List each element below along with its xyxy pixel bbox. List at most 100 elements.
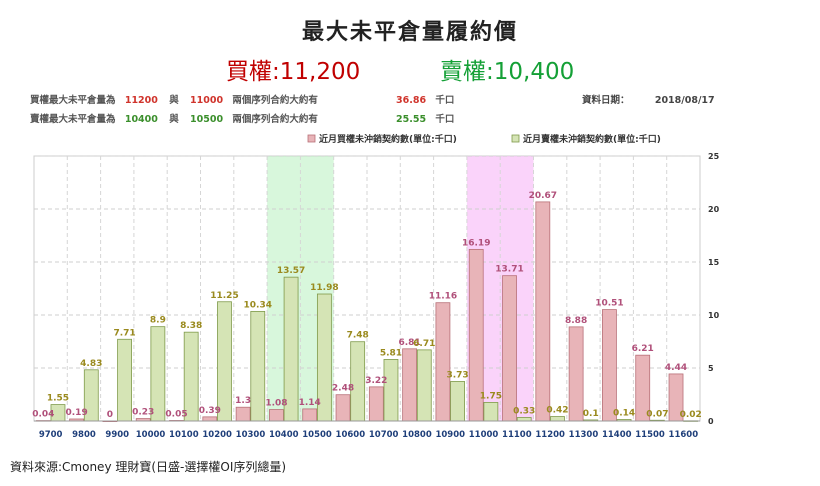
x-tick-label: 11400 <box>602 430 632 440</box>
x-tick-label: 10100 <box>169 430 199 440</box>
put-max-oi-label: 賣權 <box>440 59 486 85</box>
call-data-label: 0.05 <box>165 409 187 419</box>
put-data-label: 13.57 <box>277 266 305 276</box>
info-put-desc: 兩個序列合約大約有 <box>232 114 318 125</box>
y-tick-label: 20 <box>708 205 720 214</box>
call-data-label: 16.19 <box>462 238 490 248</box>
info-call-strike-b: 11000 <box>190 95 224 106</box>
call-bar-10400 <box>269 409 284 422</box>
info-row-put: 賣權最大未平倉量為 10400 與 10500 兩個序列合約大約有 <box>30 111 318 125</box>
call-bar-10300 <box>235 406 251 422</box>
info-call-desc: 兩個序列合約大約有 <box>232 95 318 106</box>
call-bar-11100 <box>502 275 517 422</box>
call-data-label: 0.19 <box>66 408 88 418</box>
x-tick-label: 9700 <box>39 430 63 440</box>
call-max-oi: 買權:11,200 <box>226 52 360 86</box>
y-tick-label: 15 <box>708 258 720 267</box>
call-bar-10200 <box>202 416 218 422</box>
put-data-label: 4.83 <box>80 359 102 369</box>
put-bar-11100 <box>516 417 532 422</box>
call-max-oi-label: 買權 <box>226 59 272 85</box>
info-call-conj: 與 <box>169 95 179 106</box>
call-bar-10500 <box>302 408 318 422</box>
x-tick-label: 11200 <box>535 430 565 440</box>
put-max-oi-value: :10,400 <box>486 59 575 85</box>
call-data-label: 6.21 <box>632 344 654 354</box>
info-put-amount: 25.55 <box>396 114 427 125</box>
call-data-label: 6.81 <box>399 338 421 348</box>
put-data-label: 3.73 <box>446 370 468 380</box>
legend-put-swatch <box>511 134 520 143</box>
put-data-label: 11.98 <box>310 283 338 293</box>
call-data-label: 13.71 <box>495 265 523 275</box>
x-tick-label: 10900 <box>435 430 465 440</box>
call-bar-11300 <box>568 326 584 422</box>
put-data-label: 1.75 <box>480 391 502 401</box>
x-tick-label: 11100 <box>502 430 532 440</box>
call-max-oi-value: :11,200 <box>272 59 361 85</box>
put-bar-11200 <box>550 416 565 422</box>
data-date-value: 2018/08/17 <box>654 95 715 106</box>
call-data-label: 8.88 <box>565 316 587 326</box>
info-call-unit: 千口 <box>435 95 455 106</box>
legend-call-label: 近月買權未沖銷契約數(單位:千口) <box>319 133 457 145</box>
x-tick-label: 11500 <box>635 430 665 440</box>
y-tick-label: 25 <box>708 152 720 161</box>
put-bar-10200 <box>217 301 232 422</box>
x-tick-label: 10500 <box>302 430 332 440</box>
info-call-strike-a: 11200 <box>124 95 158 106</box>
put-data-label: 0.02 <box>680 410 702 420</box>
call-data-label: 10.51 <box>595 299 623 309</box>
x-tick-label: 10300 <box>236 430 266 440</box>
call-data-label: 3.22 <box>365 376 387 386</box>
info-call-amount: 36.86 <box>396 95 427 106</box>
x-tick-label: 11000 <box>469 430 499 440</box>
put-data-label: 0.33 <box>513 407 535 417</box>
call-bar-10700 <box>368 386 384 422</box>
call-data-label: 0 <box>107 410 113 420</box>
put-data-label: 6.71 <box>413 339 435 349</box>
data-date: 資料日期： 2018/08/17 <box>582 92 715 106</box>
info-put-conj: 與 <box>169 114 179 125</box>
y-tick-label: 10 <box>708 311 720 320</box>
put-data-label: 8.9 <box>150 316 166 326</box>
call-data-label: 0.23 <box>132 408 154 418</box>
y-tick-label: 5 <box>708 364 714 373</box>
put-data-label: 10.34 <box>244 300 272 310</box>
put-bar-10600 <box>350 341 366 422</box>
call-data-label: 1.14 <box>299 398 321 408</box>
x-tick-label: 10200 <box>202 430 232 440</box>
put-data-label: 0.07 <box>646 409 668 419</box>
data-source: 資料來源:Cmoney 理財寶(日盛-選擇權OI序列總量) <box>10 460 287 474</box>
chart-title: 最大未平倉量履約價 <box>301 20 518 45</box>
put-bar-10800 <box>416 349 432 422</box>
call-data-label: 2.48 <box>332 384 354 394</box>
put-data-label: 7.48 <box>347 331 369 341</box>
info-call-amount-wrap: 36.86 千口 <box>396 92 454 106</box>
put-bar-9900 <box>117 338 132 422</box>
y-tick-label: 0 <box>708 417 714 426</box>
put-data-label: 0.1 <box>583 409 599 419</box>
x-tick-label: 10700 <box>369 430 399 440</box>
x-tick-label: 11600 <box>669 430 699 440</box>
put-max-oi: 賣權:10,400 <box>440 52 574 86</box>
x-tick-label: 10600 <box>336 430 366 440</box>
call-bar-10600 <box>335 394 351 422</box>
put-bar-10700 <box>383 359 399 422</box>
call-data-label: 11.16 <box>429 292 457 302</box>
call-data-label: 4.44 <box>665 363 687 373</box>
x-tick-label: 11300 <box>569 430 599 440</box>
call-data-label: 1.08 <box>265 399 287 409</box>
x-tick-label: 10400 <box>269 430 299 440</box>
put-data-label: 0.14 <box>613 409 635 419</box>
call-data-label: 1.3 <box>235 396 251 406</box>
put-data-label: 11.25 <box>210 291 238 301</box>
x-tick-label: 10800 <box>402 430 432 440</box>
info-row-call: 買權最大未平倉量為 11200 與 11000 兩個序列合約大約有 <box>30 92 318 106</box>
x-tick-label: 10000 <box>136 430 166 440</box>
call-bar-10900 <box>435 302 451 422</box>
call-bar-11400 <box>602 309 617 422</box>
call-data-label: 20.67 <box>529 191 557 201</box>
put-bar-10900 <box>450 381 465 422</box>
